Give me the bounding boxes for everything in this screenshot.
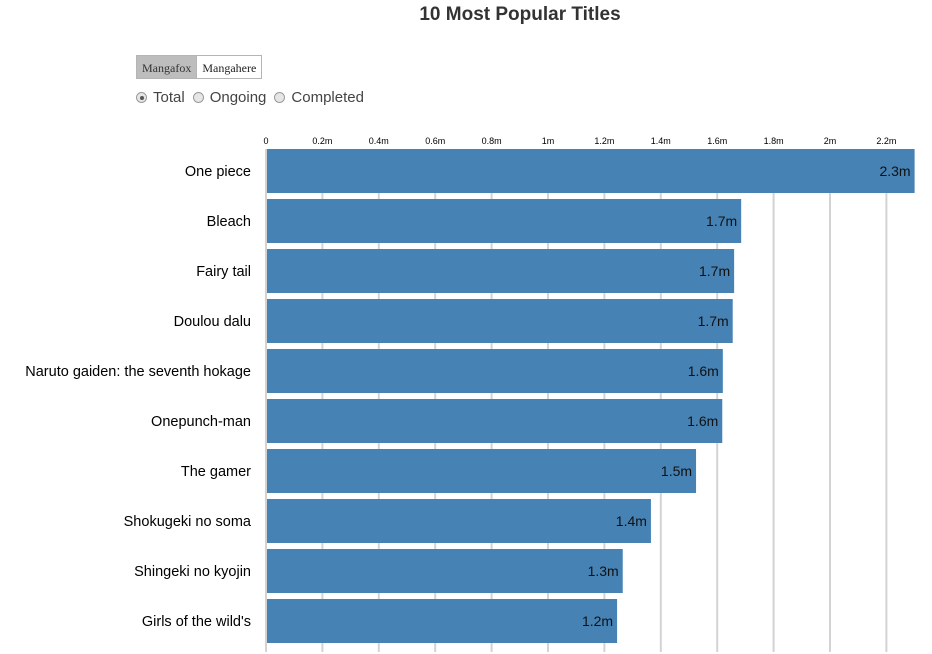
tab-mangahere[interactable]: Mangahere [197,55,263,79]
x-tick-label: 1.6m [707,136,727,146]
category-label: The gamer [181,464,251,480]
x-tick-label: 0 [263,136,268,146]
x-tick-label: 0.2m [312,136,332,146]
bar [266,599,618,643]
category-label: Girls of the wild's [142,614,251,630]
bar-value-label: 2.3m [879,163,910,179]
bar-value-label: 1.2m [582,613,613,629]
bar-value-label: 1.6m [687,413,718,429]
tab-mangafox[interactable]: Mangafox [136,55,198,79]
bar [266,199,742,243]
source-tabs: Mangafox Mangahere [136,55,263,79]
category-label: Fairy tail [196,264,251,280]
category-label: Bleach [207,214,251,230]
bar-value-label: 1.7m [706,213,737,229]
bar [266,299,733,343]
category-label: Doulou dalu [174,314,251,330]
category-label: Onepunch-man [151,414,251,430]
x-tick-label: 2.2m [876,136,896,146]
bar [266,499,651,543]
status-filter: Total Ongoing Completed [136,89,372,106]
x-tick-label: 0.4m [369,136,389,146]
x-tick-label: 1.4m [651,136,671,146]
status-option-label: Ongoing [209,89,267,106]
x-tick-label: 1.2m [594,136,614,146]
bar [266,349,723,393]
x-tick-label: 1m [542,136,555,146]
bar [266,149,915,193]
category-label: Naruto gaiden: the seventh hokage [25,364,251,380]
x-tick-label: 1.8m [764,136,784,146]
x-tick-label: 0.6m [425,136,445,146]
bar-value-label: 1.6m [688,363,719,379]
status-option-total[interactable]: Total [136,89,185,106]
category-label: Shokugeki no soma [124,514,252,530]
radio-ongoing[interactable] [192,92,204,103]
bar [266,549,623,593]
status-option-label: Completed [291,89,364,106]
bar [266,249,735,293]
x-tick-label: 2m [824,136,837,146]
chart-title: 10 Most Popular Titles [419,4,621,25]
x-tick-label: 0.8m [482,136,502,146]
radio-total[interactable] [136,92,147,103]
status-option-label: Total [153,89,185,106]
radio-completed[interactable] [274,92,286,103]
category-label: Shingeki no kyojin [134,564,251,580]
bar [266,399,723,443]
bar-value-label: 1.3m [588,563,619,579]
category-label: One piece [185,164,251,180]
bar-value-label: 1.7m [698,313,729,329]
bar-value-label: 1.7m [699,263,730,279]
status-option-completed[interactable]: Completed [274,89,364,106]
bar-value-label: 1.4m [616,513,647,529]
status-option-ongoing[interactable]: Ongoing [192,89,267,106]
bar [266,449,697,493]
bar-value-label: 1.5m [661,463,692,479]
